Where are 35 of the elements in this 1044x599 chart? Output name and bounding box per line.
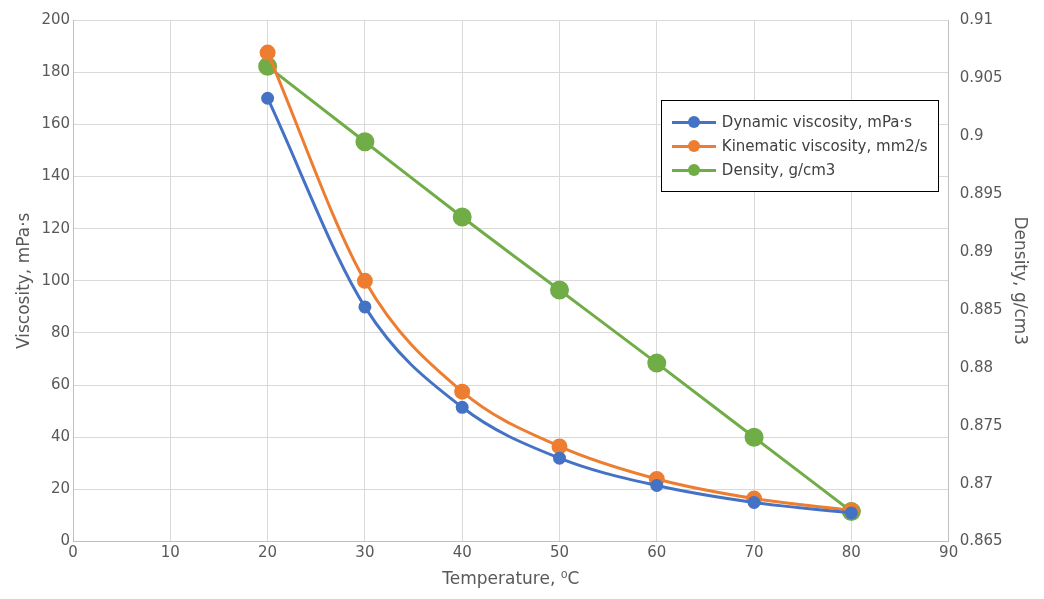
y2-tick-label: 0.895 (959, 183, 1003, 202)
x-tick-label: 20 (258, 543, 278, 562)
y-tick-label: 160 (41, 114, 71, 133)
x-tick-label: 50 (549, 543, 570, 562)
y-tick-label: 20 (50, 479, 71, 498)
x-tick-label: 40 (452, 543, 472, 562)
y2-tick-label: 0.9 (959, 125, 984, 144)
y-tick-label: 120 (41, 218, 71, 237)
x-tick-label: 70 (744, 543, 764, 562)
y-tick-label: 180 (41, 62, 71, 81)
y2-axis-title: Density, g/cm3 (1011, 216, 1032, 346)
y2-tick-label: 0.875 (959, 415, 1003, 434)
y2-tick-label: 0.87 (959, 473, 994, 492)
y2-tick-label: 0.905 (959, 67, 1003, 86)
x-tick-label: 80 (841, 543, 861, 562)
x-axis-title: Temperature, ⁰C (441, 568, 580, 589)
x-tick-label: 10 (160, 543, 180, 562)
y-tick-label: 200 (41, 9, 71, 28)
y2-tick-label: 0.88 (959, 357, 994, 376)
y-axis-title: Viscosity, mPa·s (12, 212, 33, 350)
y2-tick-label: 0.885 (959, 299, 1003, 318)
y-tick-label: 60 (50, 375, 71, 394)
y-tick-label: 80 (50, 322, 71, 341)
x-tick-label: 30 (355, 543, 375, 562)
y-tick-label: 100 (41, 270, 71, 289)
y2-tick-label: 0.91 (959, 9, 994, 28)
legend-label: Density, g/cm3 (721, 161, 836, 179)
y-tick-label: 40 (50, 427, 71, 446)
legend-label: Dynamic viscosity, mPa·s (721, 113, 913, 131)
x-tick-label: 90 (939, 543, 959, 562)
x-tick-label: 60 (647, 543, 667, 562)
y2-tick-label: 0.865 (959, 531, 1003, 550)
legend-label: Kinematic viscosity, mm2/s (721, 137, 928, 155)
y2-tick-label: 0.89 (959, 241, 994, 260)
y-tick-label: 140 (41, 166, 71, 185)
